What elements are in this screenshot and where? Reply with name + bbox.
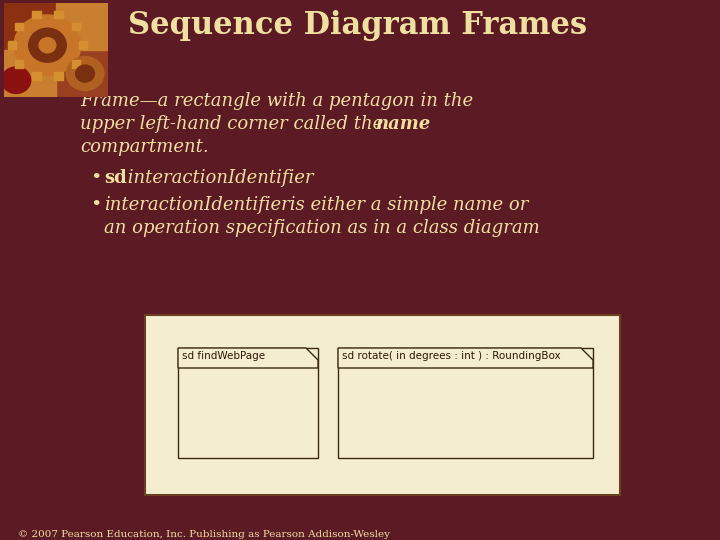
Bar [78,42,87,49]
Text: an operation specification as in a class diagram: an operation specification as in a class… [104,219,540,237]
Text: interactionIdentifier: interactionIdentifier [122,169,313,187]
Text: interactionIdentifier: interactionIdentifier [104,196,289,214]
Polygon shape [178,348,318,368]
Bar [14,23,23,30]
Text: sd: sd [104,169,127,187]
Bar [32,72,40,79]
Text: sd rotate( in degrees : int ) : RoundingBox: sd rotate( in degrees : int ) : Rounding… [342,351,561,361]
Bar [14,60,23,68]
Text: compartment.: compartment. [80,138,209,156]
Bar [54,72,63,79]
Text: •: • [90,169,102,187]
Circle shape [39,38,56,53]
Bar [54,11,63,18]
Text: Frame—a rectangle with a pentagon in the: Frame—a rectangle with a pentagon in the [80,92,473,110]
Bar [4,3,56,50]
Bar [72,60,81,68]
Circle shape [76,65,94,82]
Bar [4,50,56,97]
Bar [178,348,318,458]
Circle shape [14,15,81,76]
Bar [56,50,108,97]
Text: name: name [376,115,431,133]
Text: is either a simple name or: is either a simple name or [284,196,528,214]
Circle shape [29,28,66,62]
Bar [32,11,40,18]
Bar [8,42,16,49]
Bar [338,348,593,458]
Text: upper left-hand corner called the: upper left-hand corner called the [80,115,389,133]
Circle shape [66,57,104,91]
Bar [145,315,620,495]
Text: •: • [90,196,102,214]
Circle shape [1,67,31,93]
Text: sd findWebPage: sd findWebPage [182,351,265,361]
Text: © 2007 Pearson Education, Inc. Publishing as Pearson Addison-Wesley: © 2007 Pearson Education, Inc. Publishin… [18,530,390,539]
Bar [72,23,81,30]
Text: Sequence Diagram Frames: Sequence Diagram Frames [128,10,587,41]
Polygon shape [338,348,593,368]
Bar [56,3,108,50]
